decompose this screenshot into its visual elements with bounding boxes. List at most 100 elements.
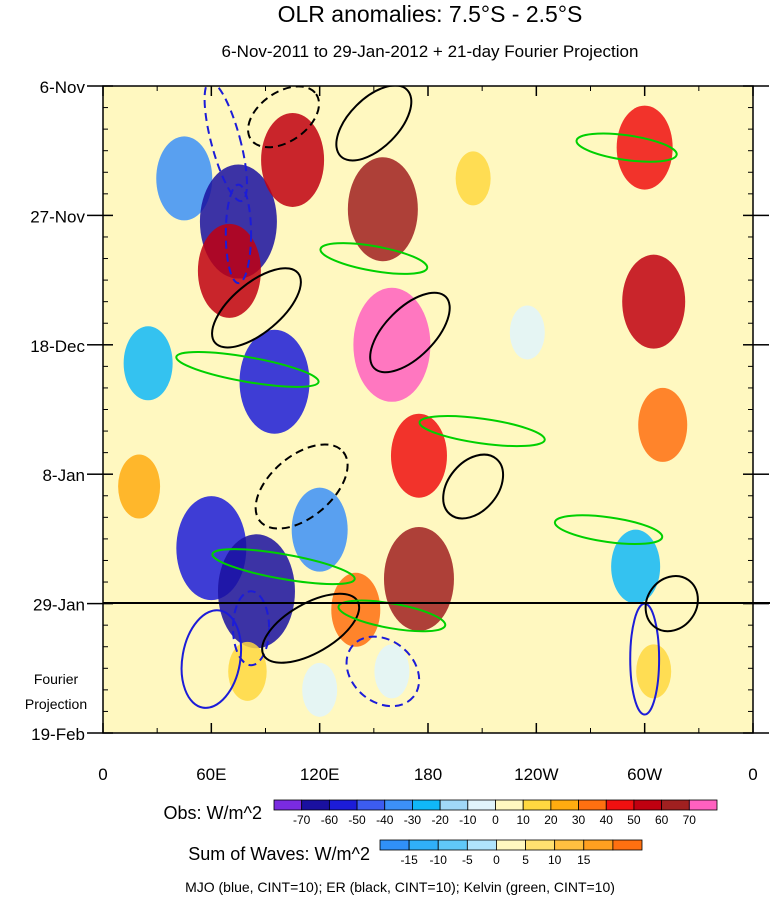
colorbar-swatch (522, 799, 552, 811)
anomaly-cell (228, 641, 267, 701)
colorbar-tick-label: 0 (492, 813, 499, 827)
er-contour (254, 443, 349, 530)
anomaly-cell (261, 112, 325, 207)
anomaly-cell (118, 454, 161, 519)
waves-colorbar: -15 -10 -5 0 5 10 15 (379, 839, 643, 867)
wave-contours (175, 86, 699, 716)
mjo-contour (203, 86, 248, 203)
colorbar-swatch (550, 799, 579, 811)
y-tick-label: 6-Nov (40, 78, 86, 97)
y-tick-label: 8-Jan (42, 466, 85, 485)
chart-footer: MJO (blue, CINT=10); ER (black, CINT=10)… (185, 879, 615, 895)
colorbar-swatch (408, 839, 439, 851)
anomaly-cell (347, 157, 418, 262)
colorbar-swatch (412, 799, 441, 811)
colorbar-tick-label: -50 (348, 813, 366, 827)
colorbar-swatch (379, 839, 410, 851)
anomaly-cell (156, 136, 213, 221)
colorbar-tick-label: -10 (459, 813, 477, 827)
chart-title: OLR anomalies: 7.5°S - 2.5°S (278, 1, 583, 27)
colorbar-tick-label: -15 (400, 853, 418, 867)
colorbar-swatch (578, 799, 607, 811)
anomaly-cell (141, 677, 173, 727)
anomaly-cell (302, 662, 338, 717)
anomaly-cell (636, 644, 672, 699)
anomaly-cell (353, 287, 431, 402)
colorbar-tick-label: -70 (293, 813, 311, 827)
y-tick-label: 19-Feb (31, 725, 85, 744)
colorbar-tick-label: 0 (493, 853, 500, 867)
y-axis: 6-Nov 27-Nov 18-Dec 8-Jan 29-Jan 19-Feb (30, 78, 769, 744)
anomaly-cell (509, 305, 545, 360)
mjo-contour (345, 635, 421, 708)
anomaly-cell (291, 487, 348, 572)
colorbar-swatch (612, 839, 643, 851)
er-contour (369, 291, 451, 374)
colorbar-swatch (356, 799, 386, 811)
colorbar-tick-label: 10 (548, 853, 562, 867)
colorbar-swatch (525, 839, 556, 851)
colorbar-swatch (437, 839, 468, 851)
anomaly-cell (616, 105, 673, 190)
colorbar-swatch (384, 799, 413, 811)
anomaly-cell (390, 413, 447, 498)
colorbar-tick-label: 60 (655, 813, 669, 827)
colorbar-swatch (554, 839, 585, 851)
colorbar-swatch (583, 839, 614, 851)
plot-area (102, 85, 770, 734)
y-tick-label: 27-Nov (30, 207, 85, 226)
colorbar-swatch (495, 799, 524, 811)
anomaly-cell (611, 529, 661, 604)
colorbar-tick-label: 10 (517, 813, 531, 827)
colorbar-tick-label: 40 (600, 813, 614, 827)
colorbar-tick-label: -5 (462, 853, 473, 867)
y-tick-label: 29-Jan (33, 596, 85, 615)
colorbar-tick-label: 70 (683, 813, 697, 827)
projection-label-line-1: Fourier (34, 671, 79, 687)
chart-subtitle: 6-Nov-2011 to 29-Jan-2012 + 21-day Fouri… (222, 42, 639, 61)
kelvin-contour (418, 415, 546, 448)
mjo-contour (232, 590, 271, 667)
colorbar-swatch (439, 799, 469, 811)
colorbar-swatch (633, 799, 663, 811)
obs-colorbar-label: Obs: W/m^2 (164, 803, 262, 823)
anomaly-cell (383, 526, 454, 631)
colorbar-tick-label: -10 (430, 853, 448, 867)
colorbar-tick-label: 5 (522, 853, 529, 867)
anomaly-cell (455, 151, 491, 206)
kelvin-contour (319, 242, 429, 275)
anomaly-cell (638, 387, 688, 462)
colorbar-tick-label: 15 (577, 853, 591, 867)
colorbar-tick-label: -60 (321, 813, 339, 827)
x-tick-label: 120W (514, 765, 558, 784)
colorbar-swatch (688, 799, 718, 811)
anomaly-field (118, 105, 688, 727)
colorbar-swatch (605, 799, 635, 811)
anomaly-cell (331, 572, 381, 647)
er-contour (335, 86, 413, 162)
anomaly-cell (374, 644, 410, 699)
colorbar-swatch (273, 799, 303, 811)
kelvin-contour (553, 514, 664, 546)
colorbar-tick-label: -40 (376, 813, 394, 827)
colorbar-swatch (467, 799, 496, 811)
anomaly-cell (217, 534, 295, 649)
projection-label-line-2: Projection (25, 696, 87, 712)
colorbar-swatch (301, 799, 330, 811)
kelvin-contour (175, 350, 320, 388)
er-contour (211, 267, 302, 349)
er-contour (644, 575, 699, 633)
anomaly-cell (123, 326, 173, 401)
mjo-contour (224, 183, 253, 285)
colorbar-swatch (466, 839, 497, 851)
anomaly-cell (239, 329, 310, 434)
colorbar-swatch (661, 799, 690, 811)
x-tick-label: 60W (627, 765, 662, 784)
x-tick-label: 120E (300, 765, 340, 784)
waves-colorbar-label: Sum of Waves: W/m^2 (188, 844, 370, 864)
mjo-contour (180, 609, 243, 709)
x-tick-label: 180 (414, 765, 442, 784)
er-contour (442, 453, 505, 520)
colorbar-tick-label: 20 (544, 813, 558, 827)
colorbar-tick-label: -20 (431, 813, 449, 827)
